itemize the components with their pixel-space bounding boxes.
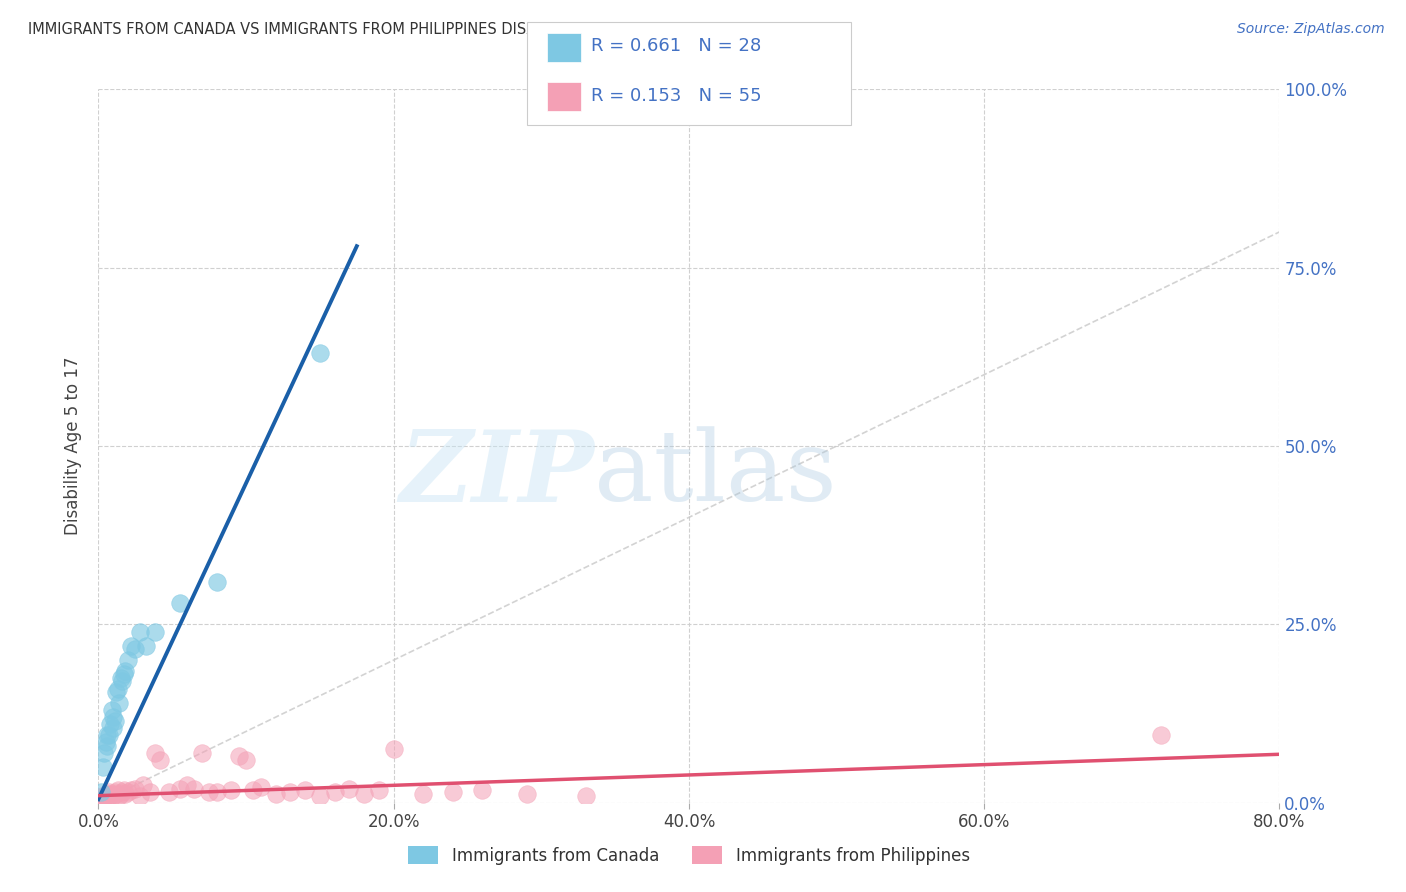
Point	[198, 785, 221, 799]
Point	[339, 781, 361, 796]
Point	[91, 760, 114, 774]
Point	[382, 742, 405, 756]
Point	[104, 714, 127, 728]
Point	[132, 778, 155, 792]
Point	[471, 783, 494, 797]
Point	[143, 624, 166, 639]
Point	[169, 596, 191, 610]
Point	[353, 787, 375, 801]
Text: Source: ZipAtlas.com: Source: ZipAtlas.com	[1237, 22, 1385, 37]
Point	[111, 674, 134, 689]
Point	[205, 785, 228, 799]
Point	[105, 787, 128, 801]
Point	[114, 787, 136, 801]
Point	[91, 789, 114, 803]
Point	[103, 710, 125, 724]
Y-axis label: Disability Age 5 to 17: Disability Age 5 to 17	[65, 357, 83, 535]
Point	[264, 787, 287, 801]
Point	[221, 783, 243, 797]
Point	[112, 783, 135, 797]
Point	[516, 787, 538, 801]
Point	[103, 721, 125, 735]
Point	[128, 789, 150, 803]
Point	[97, 787, 120, 801]
Point	[100, 703, 122, 717]
Point	[89, 790, 111, 805]
Point	[120, 639, 142, 653]
Point	[117, 653, 139, 667]
Text: IMMIGRANTS FROM CANADA VS IMMIGRANTS FROM PHILIPPINES DISABILITY AGE 5 TO 17 COR: IMMIGRANTS FROM CANADA VS IMMIGRANTS FRO…	[28, 22, 841, 37]
Point	[107, 681, 129, 696]
Point	[235, 753, 257, 767]
Point	[98, 717, 121, 731]
Point	[128, 624, 150, 639]
Point	[105, 685, 128, 699]
Point	[157, 785, 180, 799]
Point	[250, 780, 273, 794]
Point	[97, 728, 120, 742]
Point	[107, 783, 129, 797]
Point	[96, 790, 118, 805]
Point	[183, 781, 205, 796]
Point	[135, 639, 157, 653]
Point	[110, 671, 132, 685]
Point	[110, 787, 132, 801]
Point	[120, 783, 142, 797]
Point	[228, 749, 250, 764]
Point	[1150, 728, 1173, 742]
Point	[309, 346, 332, 360]
Point	[97, 785, 120, 799]
Text: R = 0.661   N = 28: R = 0.661 N = 28	[591, 37, 761, 55]
Point	[441, 785, 464, 799]
Point	[96, 739, 118, 753]
Point	[108, 696, 131, 710]
Point	[124, 642, 146, 657]
Point	[575, 789, 598, 803]
Point	[368, 783, 391, 797]
Point	[191, 746, 214, 760]
Point	[103, 789, 125, 803]
Point	[323, 785, 346, 799]
Text: atlas: atlas	[595, 426, 837, 523]
Point	[117, 785, 139, 799]
Point	[90, 785, 112, 799]
Point	[90, 792, 112, 806]
Point	[111, 785, 134, 799]
Point	[94, 789, 117, 803]
Point	[93, 746, 115, 760]
Point	[169, 781, 191, 796]
Point	[98, 789, 121, 803]
Legend: Immigrants from Canada, Immigrants from Philippines: Immigrants from Canada, Immigrants from …	[399, 838, 979, 873]
Point	[100, 787, 122, 801]
Point	[94, 735, 117, 749]
Point	[94, 787, 117, 801]
Point	[205, 574, 228, 589]
Point	[176, 778, 198, 792]
Point	[143, 746, 166, 760]
Point	[114, 664, 136, 678]
Point	[294, 783, 316, 797]
Point	[108, 789, 131, 803]
Point	[93, 790, 115, 805]
Point	[242, 783, 264, 797]
Point	[412, 787, 434, 801]
Point	[309, 789, 332, 803]
Point	[149, 753, 172, 767]
Point	[112, 667, 135, 681]
Point	[139, 785, 162, 799]
Text: R = 0.153   N = 55: R = 0.153 N = 55	[591, 87, 761, 105]
Point	[96, 728, 118, 742]
Text: ZIP: ZIP	[399, 426, 595, 523]
Point	[280, 785, 302, 799]
Point	[124, 781, 146, 796]
Point	[104, 785, 127, 799]
